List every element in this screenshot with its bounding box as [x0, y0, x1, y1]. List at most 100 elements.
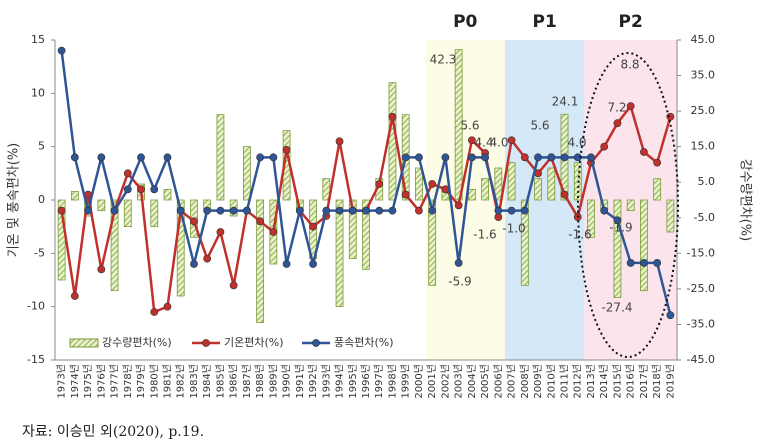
precip-bar [640, 199, 648, 292]
y-tick-label: 5 [38, 140, 45, 153]
annotation: -1.0 [502, 222, 525, 236]
x-tick-label: 2009년 [532, 364, 544, 399]
x-tick-label: 1995년 [347, 364, 359, 399]
line-marker [454, 259, 463, 267]
precip-bar [507, 162, 516, 201]
line-marker [507, 206, 516, 215]
line-marker [216, 206, 225, 215]
line-marker [547, 153, 556, 162]
annotation: -1.6 [473, 228, 496, 242]
x-tick-label: 1976년 [95, 364, 107, 399]
legend-swatch [69, 338, 99, 348]
line-marker [150, 308, 159, 316]
y-tick-label: 0 [38, 193, 45, 206]
period-band [425, 40, 505, 360]
precip-bar [534, 178, 542, 201]
y2-tick-label: 15.0 [691, 140, 716, 153]
x-tick-label: 2012년 [572, 364, 584, 399]
x-tick-label: 1992년 [307, 364, 319, 399]
line-marker [348, 206, 357, 215]
period-label: P0 [453, 12, 477, 32]
precip-bar [123, 199, 132, 228]
x-tick-label: 1998년 [386, 364, 398, 399]
x-tick-label: 1993년 [320, 364, 332, 399]
x-tick-label: 2015년 [611, 364, 623, 399]
period-shading [425, 40, 677, 360]
precip-bar [216, 114, 225, 201]
annotation: 24.1 [552, 95, 579, 109]
x-tick-label: 2019년 [664, 364, 676, 399]
line-marker [600, 142, 609, 151]
x-tick-label: 1999년 [400, 364, 412, 399]
legend-label: 기온편차(%) [224, 336, 284, 349]
line-marker [256, 217, 265, 226]
y2-tick-label: 35.0 [691, 69, 716, 82]
x-tick-label: 1977년 [109, 364, 121, 399]
y-tick-label: -10 [27, 300, 45, 313]
annotation: 4.0 [489, 136, 508, 150]
line-marker [481, 153, 490, 162]
line-marker [640, 148, 648, 156]
precip-bar [388, 82, 397, 201]
period-band [504, 40, 585, 360]
x-tick-label: 1979년 [135, 364, 147, 399]
x-tick-label: 2000년 [413, 364, 425, 399]
legend-swatch [312, 339, 320, 347]
precip-bar [467, 188, 476, 201]
line-marker [70, 292, 79, 300]
source: 자료: 이승민 외(2020), p.19. [22, 424, 204, 440]
line-marker [269, 228, 278, 236]
line-marker [110, 206, 119, 215]
y2-tick-label: 25.0 [691, 104, 716, 117]
line-marker [229, 281, 238, 290]
precip-bar [494, 167, 503, 201]
line-marker [560, 153, 569, 162]
x-tick-label: 2017년 [638, 364, 650, 399]
legend-swatch [202, 339, 210, 347]
line-marker [123, 185, 132, 194]
line-marker [640, 259, 648, 267]
precip-bar [348, 199, 357, 260]
x-tick-label: 2005년 [479, 364, 491, 399]
line-marker [229, 206, 238, 215]
precip-bar [428, 199, 437, 286]
annotation: -5.9 [448, 275, 471, 289]
annotation: 5.6 [460, 119, 479, 133]
line-marker [401, 153, 410, 162]
y-tick-label: -5 [34, 246, 45, 259]
line-marker [256, 153, 265, 162]
y2-tick-label: 5.0 [698, 175, 716, 188]
period-label: P1 [533, 12, 557, 32]
y2-axis-title: 강수량편차(%) [738, 159, 753, 241]
precip-bar [520, 199, 529, 286]
line-marker [123, 169, 132, 178]
precip-bar [547, 167, 556, 201]
x-tick-label: 1997년 [373, 364, 385, 399]
line-marker [560, 190, 569, 199]
annotation: 4.4 [474, 136, 493, 150]
x-tick-label: 2016년 [625, 364, 637, 399]
y-tick-label: -15 [27, 353, 45, 366]
line-marker [428, 206, 437, 215]
annotation: -1.9 [609, 221, 632, 235]
line-marker [203, 254, 212, 263]
line-marker [322, 206, 331, 215]
x-tick-label: 1994년 [334, 364, 346, 399]
line-marker [150, 185, 159, 194]
x-tick-label: 2008년 [519, 364, 531, 399]
y2-tick-label: -25.0 [687, 282, 715, 295]
annotation: -27.4 [601, 301, 632, 315]
y2-tick-label: -5.0 [694, 211, 715, 224]
line-marker [57, 206, 66, 215]
legend-label: 풍속편차(%) [334, 336, 394, 349]
line-marker [415, 153, 423, 162]
x-tick-label: 2011년 [559, 364, 571, 399]
annotation: -1.6 [568, 228, 591, 242]
line-marker [626, 259, 635, 267]
line-marker [388, 112, 397, 121]
line-marker [295, 206, 304, 215]
line-marker [600, 206, 609, 215]
line-marker [613, 216, 622, 225]
y2-tick-label: 45.0 [691, 33, 716, 46]
line-marker [309, 222, 317, 231]
